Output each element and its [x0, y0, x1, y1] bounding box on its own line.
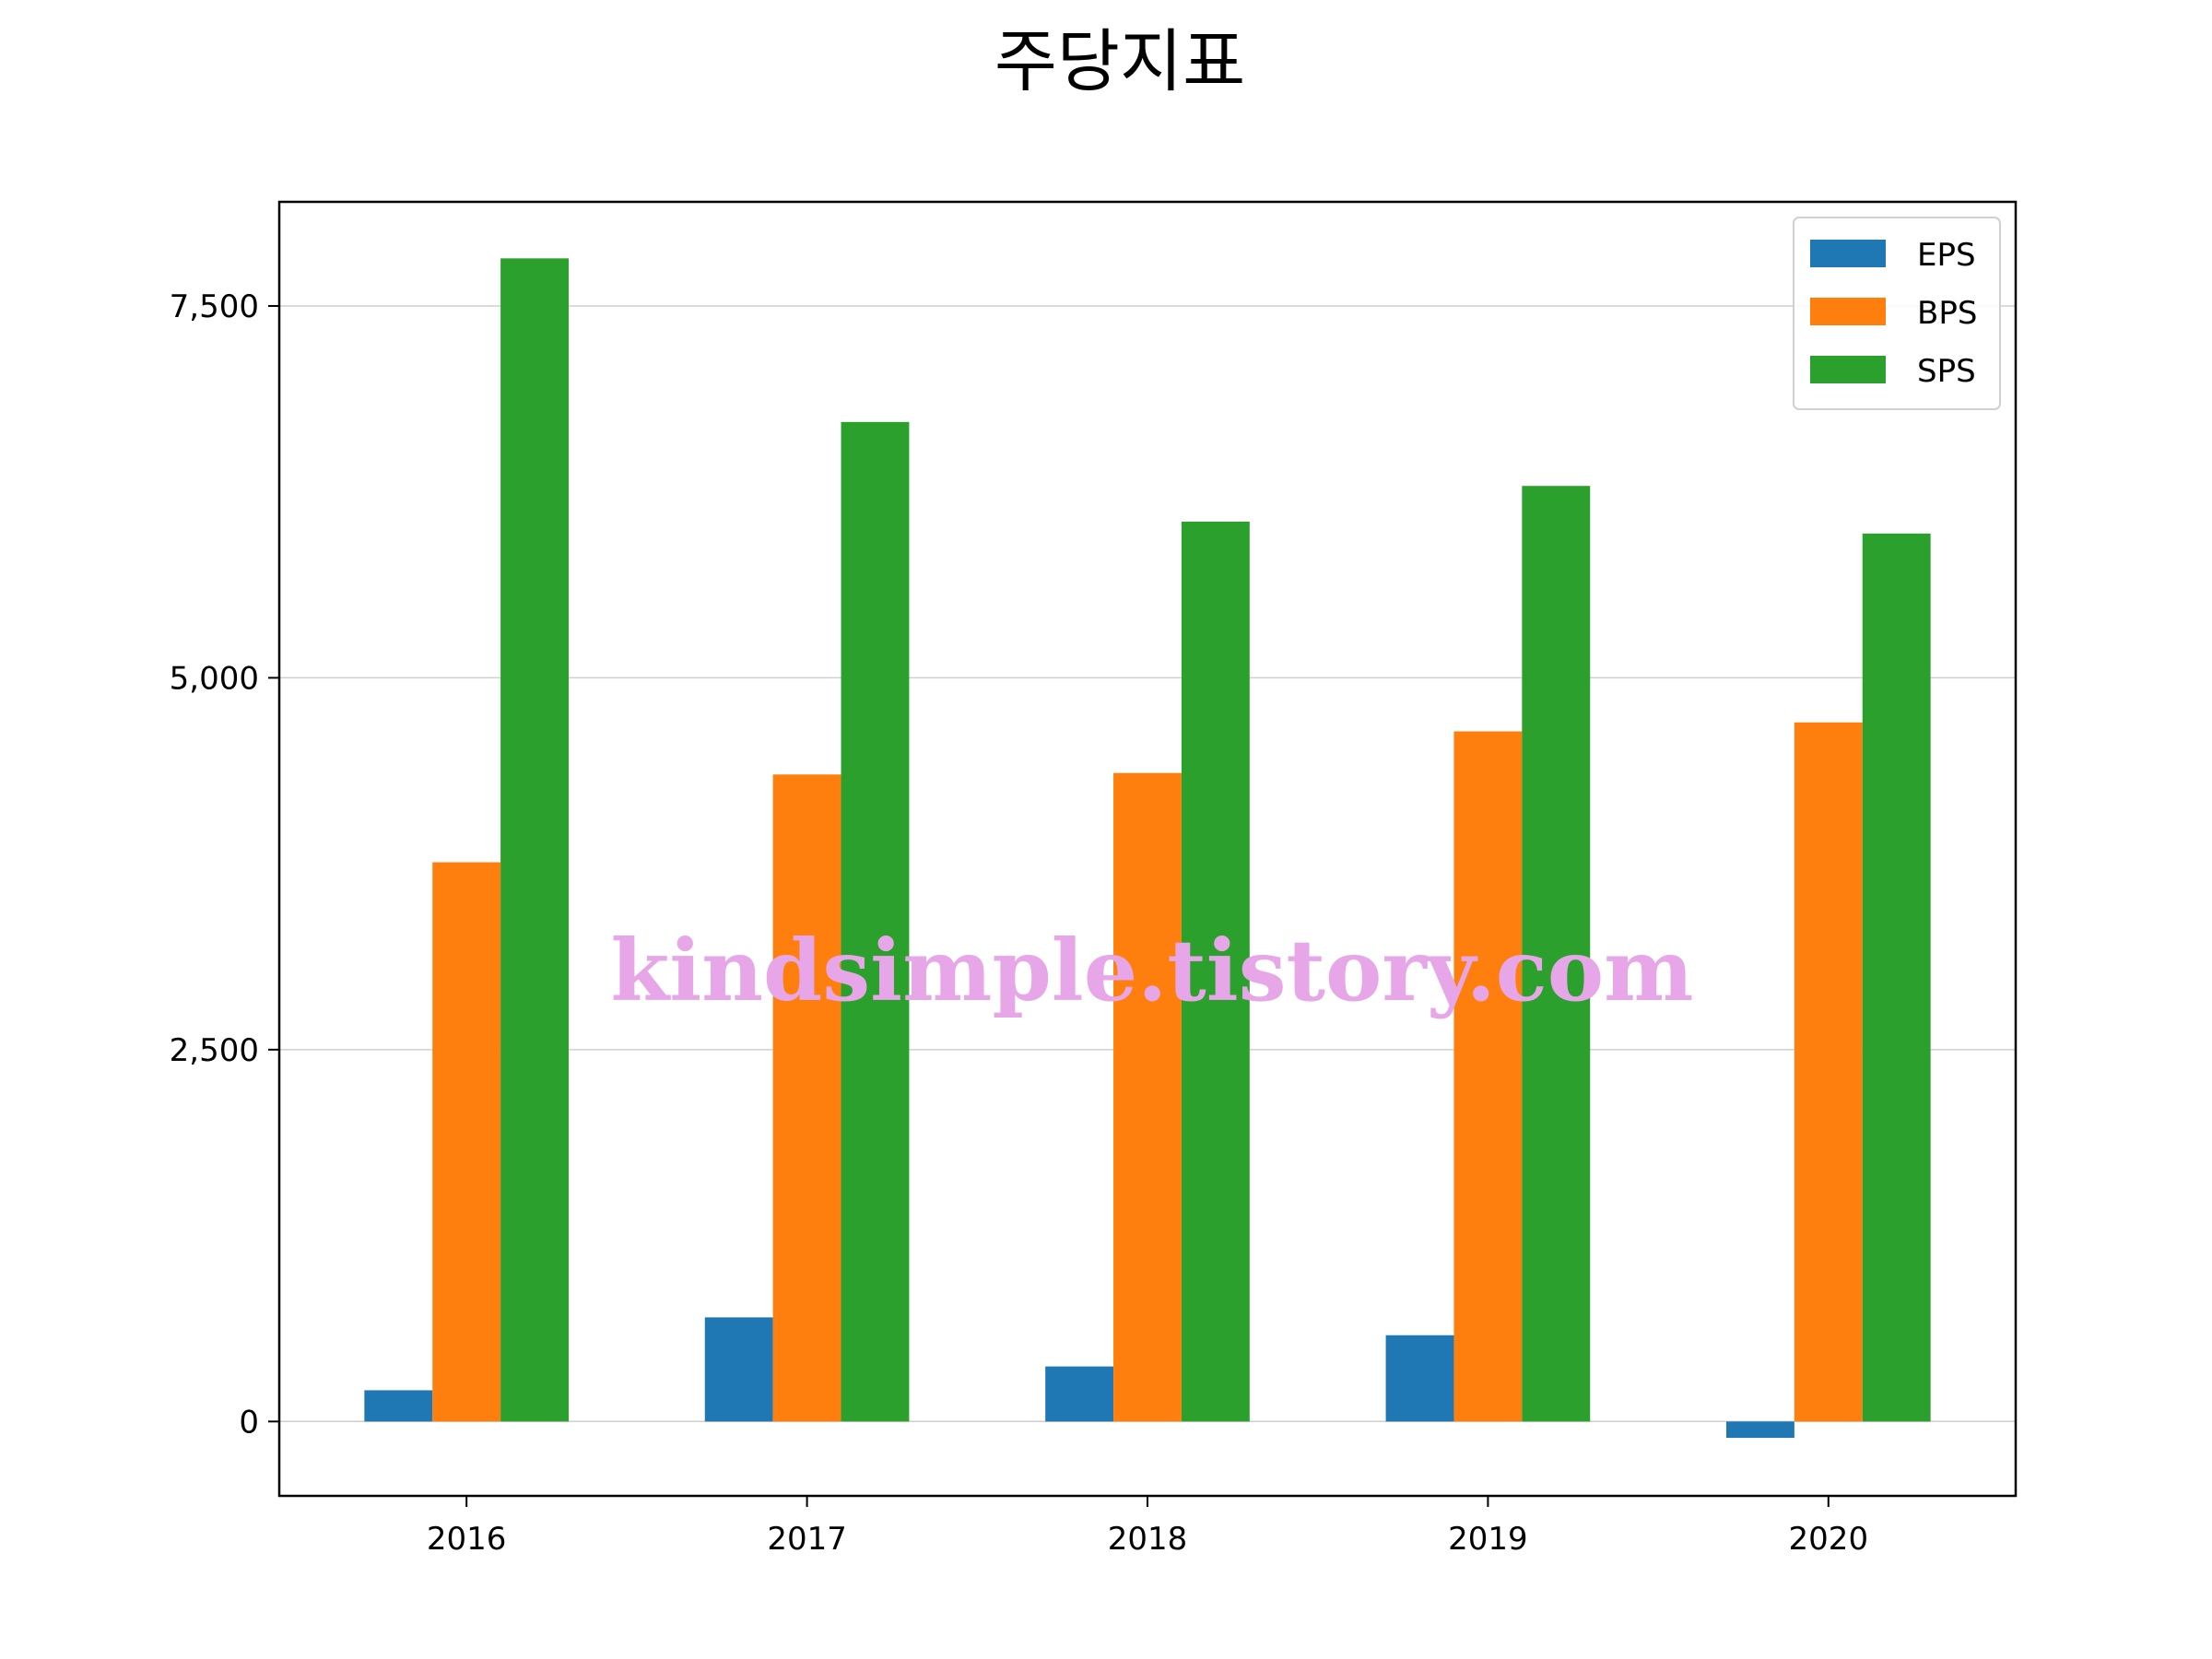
bar-group	[364, 258, 1931, 1439]
bar-bps-2020	[1794, 722, 1863, 1422]
legend-swatch-eps	[1810, 240, 1886, 267]
bar-sps-2018	[1181, 521, 1250, 1422]
y-tick-label: 7,500	[170, 288, 259, 325]
bar-bps-2018	[1113, 772, 1182, 1422]
y-tick-label: 5,000	[170, 660, 259, 697]
bar-bps-2019	[1453, 731, 1523, 1422]
legend-swatch-bps	[1810, 298, 1886, 325]
bar-sps-2017	[841, 421, 910, 1422]
bar-bps-2017	[772, 774, 841, 1422]
bar-eps-2018	[1045, 1366, 1114, 1422]
chart-title: 주당지표	[994, 22, 1245, 101]
legend: EPS BPS SPS	[1793, 217, 2001, 410]
bar-eps-2019	[1385, 1335, 1454, 1422]
bar-eps-2020	[1726, 1421, 1794, 1439]
watermark: kindsimple.tistory.com	[610, 921, 1693, 1020]
x-tick-label: 2018	[1108, 1521, 1188, 1558]
bar-eps-2017	[704, 1317, 773, 1422]
legend-label-bps: BPS	[1917, 295, 1977, 332]
legend-label-eps: EPS	[1917, 237, 1976, 274]
y-tick-label: 2,500	[170, 1032, 259, 1069]
legend-swatch-sps	[1810, 356, 1886, 383]
x-tick-label: 2016	[427, 1521, 507, 1558]
axes: 0 2,500 5,000 7,500 2016 2017 2018 2019 2020	[170, 288, 1868, 1558]
bar-sps-2016	[500, 258, 569, 1422]
legend-label-sps: SPS	[1917, 353, 1976, 390]
bar-eps-2016	[364, 1390, 433, 1422]
x-tick-label: 2020	[1789, 1521, 1869, 1558]
x-tick-label: 2017	[767, 1521, 847, 1558]
bar-bps-2016	[432, 862, 501, 1422]
y-tick-label: 0	[239, 1404, 259, 1441]
bar-sps-2019	[1522, 486, 1591, 1422]
x-tick-label: 2019	[1448, 1521, 1528, 1558]
bar-sps-2020	[1862, 533, 1931, 1422]
